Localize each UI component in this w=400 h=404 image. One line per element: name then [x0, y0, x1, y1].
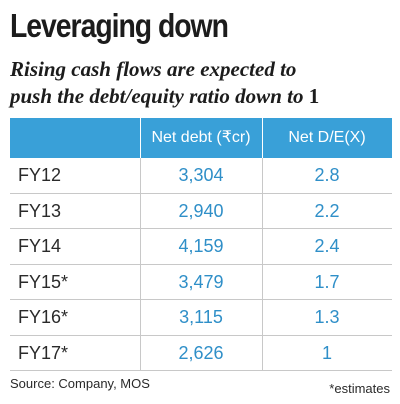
column-divider	[140, 229, 141, 264]
column-divider	[140, 158, 141, 193]
table-row: FY13 2,940 2.2	[10, 193, 392, 229]
table-row: FY12 3,304 2.8	[10, 158, 392, 194]
column-divider	[262, 264, 263, 299]
chart-subtitle: Rising cash flows are expected to push t…	[10, 56, 400, 110]
table-row: FY15* 3,479 1.7	[10, 264, 392, 300]
net-de-value: 1.3	[314, 307, 340, 327]
row-label: FY16*	[18, 307, 69, 327]
column-divider	[262, 229, 263, 264]
net-de-value: 1.7	[314, 271, 340, 292]
header-divider-1	[140, 118, 141, 158]
table-row: FY17* 2,626 1	[10, 335, 392, 371]
table-row: FY16* 3,115 1.3	[10, 300, 392, 336]
row-label: FY12	[18, 165, 62, 185]
net-de-value: 1	[321, 342, 332, 363]
estimates-note: *estimates	[329, 381, 390, 396]
net-debt-value: 4,159	[178, 236, 224, 256]
row-label: FY15*	[18, 271, 69, 292]
net-debt-value: 3,479	[178, 271, 224, 292]
net-de-value: 2.8	[314, 165, 340, 185]
net-debt-value: 3,115	[179, 307, 223, 327]
column-divider	[140, 300, 141, 335]
table-header: Net debt (₹cr) Net D/E(X)	[10, 118, 392, 158]
source-note: Source: Company, MOS	[10, 376, 150, 391]
table-row: FY14 4,159 2.4	[10, 229, 392, 265]
column-divider	[262, 193, 263, 228]
row-label: FY13	[18, 200, 62, 221]
chart-title: Leveraging down	[10, 7, 229, 44]
net-de-value: 2.4	[314, 236, 340, 256]
subtitle-line-2-text: push the debt/equity ratio down to	[10, 84, 304, 108]
column-divider	[140, 193, 141, 228]
net-de-value: 2.2	[314, 200, 340, 221]
column-divider	[262, 335, 263, 370]
column-divider	[262, 300, 263, 335]
header-cell-net-debt: Net debt (₹cr)	[151, 129, 251, 146]
net-debt-value: 2,626	[178, 342, 224, 363]
net-debt-value: 2,940	[178, 200, 224, 221]
subtitle-number: 1	[308, 84, 320, 108]
column-divider	[262, 158, 263, 193]
net-debt-value: 3,304	[178, 165, 224, 185]
column-divider	[140, 335, 141, 370]
header-cell-year	[10, 118, 140, 158]
subtitle-line-2: push the debt/equity ratio down to 1	[10, 83, 400, 110]
header-divider-2	[262, 118, 263, 158]
subtitle-line-1: Rising cash flows are expected to	[10, 57, 297, 81]
column-divider	[140, 264, 141, 299]
row-label: FY17*	[18, 342, 69, 363]
row-label: FY14	[18, 236, 62, 256]
header-cell-net-de: Net D/E(X)	[288, 129, 366, 146]
